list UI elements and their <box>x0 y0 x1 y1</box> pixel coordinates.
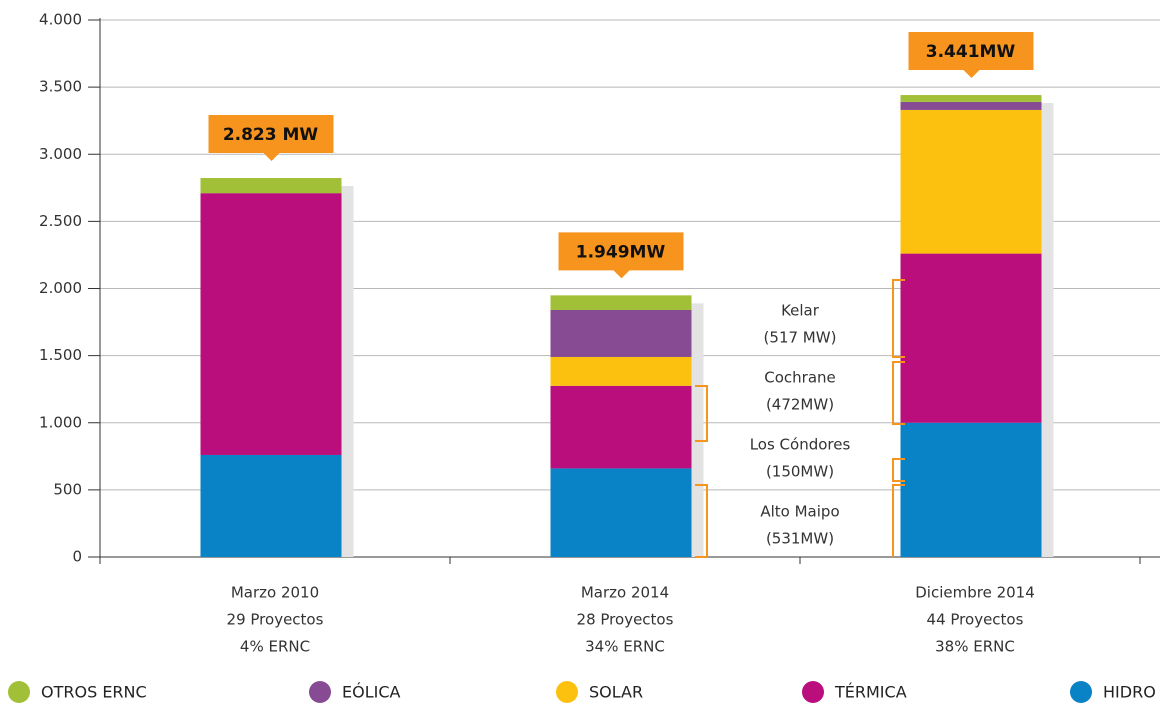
annotation: (472MW) <box>766 396 834 414</box>
x-tick-label: 34% ERNC <box>585 638 665 656</box>
bar-segment <box>200 178 342 194</box>
bracket <box>695 484 708 558</box>
x-tick-label: 4% ERNC <box>240 638 310 656</box>
x-tick-label: 38% ERNC <box>935 638 1015 656</box>
legend-label: EÓLICA <box>342 683 401 702</box>
legend-label: TÉRMICA <box>834 683 907 702</box>
x-tick-label: 44 Proyectos <box>927 611 1024 629</box>
total-label: 2.823 MW <box>223 125 319 145</box>
bracket <box>695 385 708 442</box>
legend-swatch <box>1070 681 1092 703</box>
x-tick-label: Marzo 2010 <box>231 584 319 602</box>
bracket <box>892 361 905 425</box>
brackets <box>695 279 905 558</box>
y-tick-label: 3.000 <box>39 145 82 163</box>
annotation: Alto Maipo <box>760 503 839 521</box>
y-tick-label: 3.500 <box>39 78 82 96</box>
bar-segment <box>900 422 1042 557</box>
bar-segment <box>550 356 692 386</box>
legend-label: SOLAR <box>589 683 643 702</box>
bar-segment <box>550 468 692 557</box>
bracket <box>892 484 905 557</box>
y-tick-label: 500 <box>53 480 82 498</box>
bar-segment <box>900 95 1042 102</box>
annotation: Los Cóndores <box>750 436 851 454</box>
y-tick-label: 0 <box>72 548 82 566</box>
annotation: Kelar <box>781 302 820 320</box>
annotation: (517 MW) <box>764 329 837 347</box>
bar-segment <box>550 309 692 357</box>
x-tick-label: 28 Proyectos <box>577 611 674 629</box>
x-tick-label: Marzo 2014 <box>581 584 669 602</box>
total-label: 3.441MW <box>926 42 1016 62</box>
legend-label: OTROS ERNC <box>41 683 147 702</box>
legend-swatch <box>309 681 331 703</box>
bracket <box>892 279 905 358</box>
bar-segment <box>550 295 692 310</box>
total-callout <box>558 232 684 279</box>
legend-label: HIDRO <box>1103 683 1156 702</box>
x-tick-label: Diciembre 2014 <box>915 584 1035 602</box>
y-tick-label: 2.000 <box>39 279 82 297</box>
total-label: 1.949MW <box>576 242 666 262</box>
total-callout <box>908 32 1034 79</box>
bracket <box>892 458 905 482</box>
annotation: (531MW) <box>766 530 834 548</box>
annotation: Cochrane <box>764 369 836 387</box>
y-tick-label: 4.000 <box>39 11 82 29</box>
bar-segment <box>200 193 342 455</box>
annotation: (150MW) <box>766 463 834 481</box>
y-tick-label: 1.000 <box>39 413 82 431</box>
bar-segment <box>900 109 1042 254</box>
total-callout <box>208 115 334 162</box>
bar-segment <box>550 385 692 469</box>
bars <box>200 95 1054 558</box>
legend-swatch <box>802 681 824 703</box>
y-tick-label: 2.500 <box>39 212 82 230</box>
bar-segment <box>200 454 342 557</box>
y-tick-label: 1.500 <box>39 346 82 364</box>
legend-swatch <box>8 681 30 703</box>
x-tick-label: 29 Proyectos <box>227 611 324 629</box>
legend-swatch <box>556 681 578 703</box>
bar-segment <box>900 101 1042 110</box>
bar-segment <box>900 253 1042 423</box>
